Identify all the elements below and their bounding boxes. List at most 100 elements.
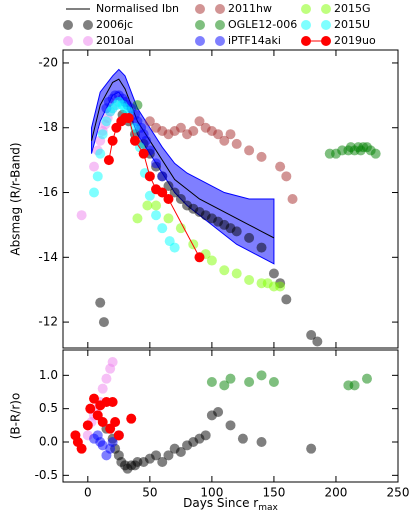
data-point xyxy=(144,116,155,127)
data-point xyxy=(194,252,205,263)
data-point xyxy=(237,433,248,444)
legend-item: 2015U xyxy=(301,18,370,31)
data-point xyxy=(194,116,205,127)
data-point xyxy=(157,187,168,198)
y-tick-label: -14 xyxy=(38,250,58,264)
data-point xyxy=(256,437,267,447)
data-point xyxy=(151,158,162,169)
data-point xyxy=(244,274,255,285)
data-point xyxy=(287,194,298,204)
legend-swatch xyxy=(195,20,205,30)
data-point xyxy=(85,403,96,414)
data-point xyxy=(144,190,155,201)
data-point xyxy=(169,242,180,253)
data-point xyxy=(132,213,143,224)
data-point xyxy=(281,294,292,305)
panel: -20 -18 -16 -14 -12 Absmag (R/r-Band) xyxy=(9,49,399,349)
x-tick-label: 200 xyxy=(325,486,348,500)
legend-label: 2015G xyxy=(334,2,371,15)
panel: 1.0 0.5 0.0 -0.5 0 50 100 150 200 250 (B-R/r)o Days… xyxy=(9,349,410,513)
data-point xyxy=(76,443,87,454)
data-point xyxy=(95,297,106,308)
legend-swatch xyxy=(215,36,225,46)
legend-item: OGLE12-006 xyxy=(195,18,297,31)
data-point xyxy=(82,420,93,431)
data-point xyxy=(175,447,186,457)
data-point xyxy=(281,171,292,182)
data-point xyxy=(225,420,236,431)
data-point xyxy=(219,135,230,146)
data-point xyxy=(151,450,162,461)
data-point xyxy=(97,417,108,427)
legend-label: 2006jc xyxy=(96,18,133,31)
data-point xyxy=(151,200,162,211)
y-tick-label: -18 xyxy=(38,120,58,134)
data-point xyxy=(142,200,153,211)
legend-swatch xyxy=(321,20,331,30)
x-axis-label-sub: max xyxy=(258,503,278,513)
data-point xyxy=(126,413,137,424)
plot-area xyxy=(76,68,381,347)
y-tick-label: 0.0 xyxy=(39,435,58,449)
data-point xyxy=(188,239,199,250)
data-point xyxy=(175,223,186,234)
y-axis-label: (B-R/r)o xyxy=(9,393,23,440)
data-point xyxy=(110,417,121,427)
data-point xyxy=(89,161,100,172)
legend-swatch xyxy=(301,20,311,30)
data-point xyxy=(107,135,118,146)
data-point xyxy=(225,129,236,140)
y-axis-label: Absmag (R/r-Band) xyxy=(9,142,23,255)
plot-area xyxy=(70,357,372,474)
legend-label: 2011hw xyxy=(228,2,272,15)
template-line xyxy=(91,78,275,239)
data-point xyxy=(89,393,100,404)
legend-label: 2015U xyxy=(334,18,370,31)
legend-swatch xyxy=(63,20,73,30)
data-point xyxy=(268,268,279,279)
y-tick-label: 1.0 xyxy=(39,368,58,382)
data-point xyxy=(244,145,255,156)
legend-swatch xyxy=(215,20,225,30)
data-point xyxy=(213,407,224,417)
data-point xyxy=(141,135,152,146)
data-point xyxy=(361,373,372,384)
data-point xyxy=(306,330,317,341)
legend-label: OGLE12-006 xyxy=(228,18,297,31)
legend-swatch xyxy=(321,4,331,14)
data-point xyxy=(163,181,174,192)
data-point xyxy=(97,383,108,394)
data-point xyxy=(98,317,109,328)
legend-label: iPTF14aki xyxy=(228,34,281,47)
data-point xyxy=(244,377,255,387)
legend-swatch xyxy=(301,4,311,14)
legend-swatch xyxy=(195,36,205,46)
x-axis-label: Days Since rmax xyxy=(183,496,278,513)
legend-label: Normalised Ibn xyxy=(96,2,179,15)
data-point xyxy=(113,430,124,441)
data-point xyxy=(275,281,286,292)
data-point xyxy=(97,129,108,140)
x-tick-label: 250 xyxy=(387,486,410,500)
data-point xyxy=(244,232,255,243)
data-point xyxy=(157,223,168,234)
data-point xyxy=(163,213,174,224)
data-point xyxy=(169,187,180,198)
data-point xyxy=(101,373,112,384)
data-point xyxy=(349,380,360,391)
data-point xyxy=(163,450,174,461)
x-axis-label-main: Days Since r xyxy=(183,496,258,510)
y-tick-label: -20 xyxy=(38,55,58,69)
data-point xyxy=(188,125,199,136)
data-point xyxy=(175,122,186,133)
y-tick-label: -12 xyxy=(38,315,58,329)
data-point xyxy=(370,148,381,159)
axes-frame xyxy=(62,349,399,483)
data-point xyxy=(231,268,242,279)
x-tick-label: 50 xyxy=(142,486,157,500)
data-point xyxy=(107,437,118,447)
legend-item: 2019uo xyxy=(301,34,376,47)
legend-item: 2015G xyxy=(301,2,371,15)
data-point xyxy=(206,377,217,387)
legend-item: 2010al xyxy=(63,34,134,47)
